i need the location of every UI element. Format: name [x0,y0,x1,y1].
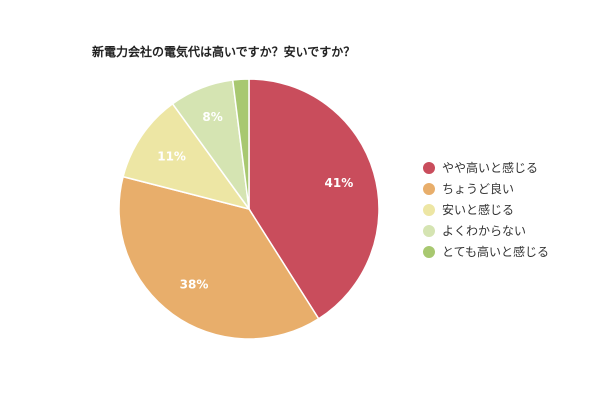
legend-swatch [423,224,435,237]
data-label: 11% [157,149,186,163]
pie-slice[interactable] [118,175,320,340]
legend: やや高いと感じる ちょうど良い 安いと感じる よくわからないとても高いと感じる [423,157,549,262]
legend-label: よくわからない [442,224,527,238]
legend-label: 安いと感じる [442,203,515,217]
legend-swatch [423,245,435,258]
legend-swatch [423,203,435,216]
legend-label: やや高いと感じる [442,161,539,175]
legend-swatch [423,161,435,174]
legend-label: とても高いと感じる [442,245,550,259]
pie-slice[interactable] [231,78,250,210]
legend-item[interactable]: 安いと感じる [423,199,549,220]
legend-item[interactable]: やや高いと感じる [423,157,549,178]
legend-item[interactable]: ちょうど良い [423,178,549,199]
legend-swatch [423,182,435,195]
legend-item[interactable]: よくわからない [423,220,549,241]
legend-label: ちょうど良い [442,182,515,196]
data-label: 41% [325,176,354,190]
pie-slice[interactable] [122,102,251,211]
legend-item[interactable]: とても高いと感じる [423,241,549,262]
chart-title: 新電力会社の電気代は高いですか？安いですか？ [92,45,356,59]
data-label: 8% [202,110,222,124]
data-label: 38% [180,278,209,292]
